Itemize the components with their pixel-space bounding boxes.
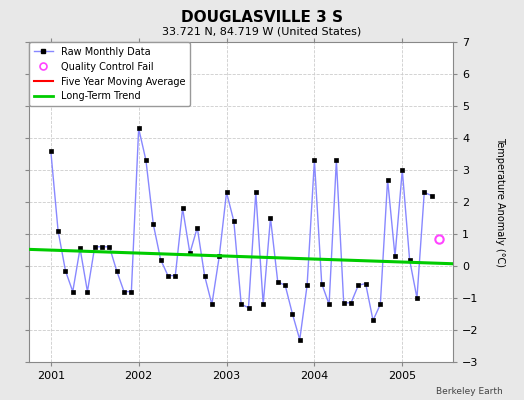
Text: Berkeley Earth: Berkeley Earth xyxy=(436,387,503,396)
Legend: Raw Monthly Data, Quality Control Fail, Five Year Moving Average, Long-Term Tren: Raw Monthly Data, Quality Control Fail, … xyxy=(29,42,190,106)
Y-axis label: Temperature Anomaly (°C): Temperature Anomaly (°C) xyxy=(496,137,506,267)
Text: DOUGLASVILLE 3 S: DOUGLASVILLE 3 S xyxy=(181,10,343,25)
Text: 33.721 N, 84.719 W (United States): 33.721 N, 84.719 W (United States) xyxy=(162,26,362,36)
